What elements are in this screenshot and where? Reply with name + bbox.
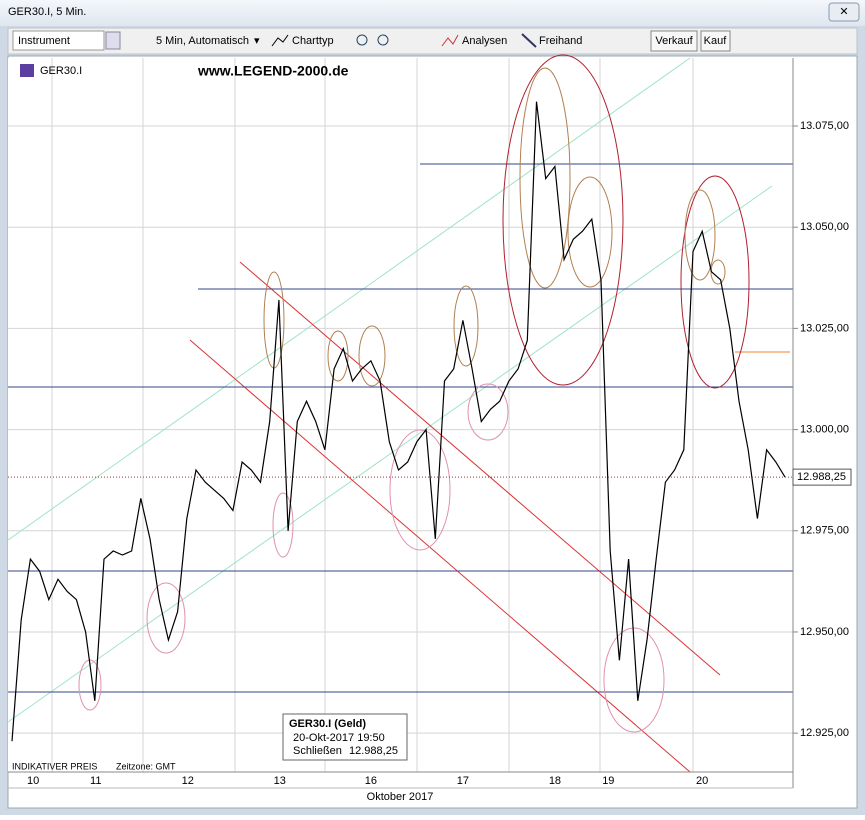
y-tick-label: 13.075,00 bbox=[800, 120, 849, 132]
instrument-input[interactable] bbox=[12, 30, 105, 51]
y-tick-label: 13.000,00 bbox=[800, 423, 849, 435]
charttype-menu[interactable]: Charttyp bbox=[292, 35, 334, 47]
charttype-icon bbox=[271, 34, 289, 47]
y-tick-label: 12.925,00 bbox=[800, 727, 849, 739]
footer-note: INDIKATIVER PREIS bbox=[12, 761, 97, 771]
plot-area bbox=[8, 58, 793, 772]
drawings bbox=[7, 54, 793, 773]
last-price-label: 12.988,25 bbox=[797, 471, 846, 483]
zoom-in[interactable] bbox=[356, 34, 368, 46]
title-bar bbox=[0, 0, 865, 26]
x-tick-label: 18 bbox=[549, 775, 561, 787]
day-separators bbox=[51, 58, 694, 772]
x-axis-label: Oktober 2017 bbox=[367, 791, 434, 803]
tooltip-date: 20-Okt-2017 19:50 bbox=[293, 732, 385, 744]
y-tick-label: 13.025,00 bbox=[800, 322, 849, 334]
price-line bbox=[11, 101, 786, 742]
timezone: Zeitzone: GMT bbox=[116, 761, 176, 771]
x-tick-label: 20 bbox=[696, 775, 708, 787]
tooltip-close-value: 12.988,25 bbox=[349, 745, 398, 757]
buy-label: Kauf bbox=[704, 35, 728, 47]
symbol-icon bbox=[20, 64, 34, 77]
interval-menu[interactable]: 5 Min, Automatisch bbox=[156, 35, 249, 47]
analyses-menu[interactable]: Analysen bbox=[462, 35, 507, 47]
last-price-box bbox=[792, 468, 852, 486]
instrument-picker[interactable] bbox=[105, 31, 121, 50]
analyses-icon bbox=[441, 34, 459, 47]
x-tick-label: 17 bbox=[457, 775, 469, 787]
x-tick-label: 19 bbox=[602, 775, 614, 787]
x-tick-label: 16 bbox=[365, 775, 377, 787]
symbol[interactable]: GER30.I bbox=[40, 65, 82, 77]
x-tick-label: 12 bbox=[182, 775, 194, 787]
close-icon: ✕ bbox=[839, 6, 848, 18]
dropdown-arrow: ▾ bbox=[254, 35, 260, 47]
zoom-out[interactable] bbox=[377, 34, 389, 46]
close-button[interactable] bbox=[828, 2, 860, 22]
buy-button[interactable] bbox=[700, 30, 731, 52]
x-tick-label: 11 bbox=[90, 775, 101, 787]
y-tick-label: 13.050,00 bbox=[800, 221, 849, 233]
freehand-menu[interactable]: Freihand bbox=[539, 35, 582, 47]
tooltip-title: GER30.I (Geld) bbox=[289, 718, 366, 730]
sell-label: Verkauf bbox=[655, 35, 693, 47]
freehand-icon bbox=[521, 33, 537, 48]
x-tick-label: 10 bbox=[27, 775, 39, 787]
y-tick-label: 12.950,00 bbox=[800, 626, 849, 638]
x-tick-label: 13 bbox=[274, 775, 286, 787]
y-tick-label: 12.975,00 bbox=[800, 525, 849, 537]
sell-button[interactable] bbox=[650, 30, 698, 52]
instrument-placeholder: Instrument bbox=[18, 35, 70, 47]
watermark: www.LEGEND-2000.de bbox=[197, 63, 349, 79]
tooltip-close-label: Schließen bbox=[293, 745, 342, 757]
tooltip: GER30.I (Geld) 20-Okt-2017 19:50 Schließ… bbox=[282, 713, 408, 761]
window-title: GER30.I, 5 Min. bbox=[8, 6, 86, 18]
